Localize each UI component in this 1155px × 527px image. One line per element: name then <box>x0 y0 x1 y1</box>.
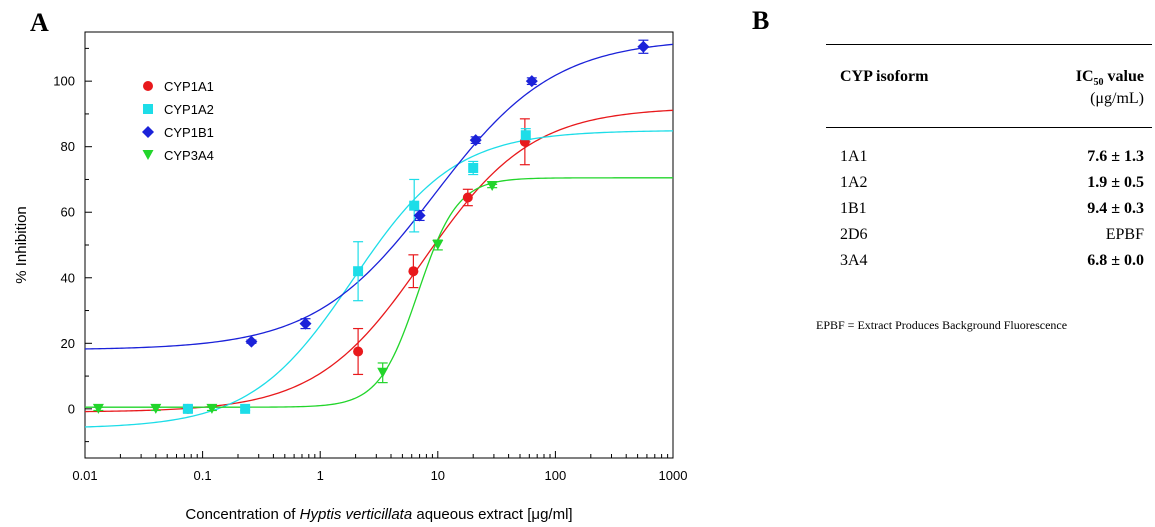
data-point-cyp1b1 <box>245 335 258 348</box>
data-point-cyp1b1 <box>413 209 426 222</box>
data-point-cyp3a4 <box>377 367 389 378</box>
data-point-cyp1b1 <box>637 40 650 53</box>
legend: CYP1A1 CYP1A2 CYP1B1 CYP3A4 <box>142 79 214 163</box>
fit-curve-cyp1b1 <box>84 43 674 350</box>
x-tick-label: 100 <box>545 468 567 483</box>
data-point-cyp1a2 <box>409 200 420 211</box>
x-tick-label: 1000 <box>659 468 688 483</box>
axes: 0.01 0.1 1 10 100 1000 0 20 40 60 80 100 <box>53 47 688 483</box>
col-header-unit: (μg/mL) <box>1090 90 1144 107</box>
data-point-cyp1b1 <box>299 317 312 330</box>
data-point-cyp1a1 <box>462 192 473 203</box>
y-axis-label: % Inhibition <box>13 206 30 284</box>
x-axis-label-species: Hyptis verticillata <box>300 506 413 523</box>
x-tick-label: 0.1 <box>194 468 212 483</box>
data-point-cyp1a1 <box>408 266 419 277</box>
legend-label-cyp1a2: CYP1A2 <box>164 102 214 117</box>
data-point-cyp1a2 <box>182 403 193 414</box>
row-isoform: 1B1 <box>840 200 867 217</box>
data-point-cyp3a4 <box>206 403 218 414</box>
data-point-cyp1a2 <box>468 162 479 173</box>
x-axis-label: Concentration of Hyptis verticillata aqu… <box>185 506 572 523</box>
panel-b-label: B <box>752 6 770 35</box>
row-value: 9.4 ± 0.3 <box>1087 200 1144 217</box>
data-point-cyp1b1 <box>469 134 482 147</box>
data-point-cyp1a2 <box>520 130 531 141</box>
legend-label-cyp3a4: CYP3A4 <box>164 148 214 163</box>
fit-curve-cyp3a4 <box>85 177 673 408</box>
data-point-cyp1a2 <box>240 403 251 414</box>
table-footnote: EPBF = Extract Produces Background Fluor… <box>816 318 1068 332</box>
legend-marker-cyp1a2 <box>143 104 153 114</box>
x-tick-label: 10 <box>431 468 445 483</box>
data-point-cyp3a4 <box>432 240 444 250</box>
data-point-cyp1a1 <box>353 346 364 357</box>
row-value: 7.6 ± 1.3 <box>1087 148 1144 165</box>
plot-frame <box>84 31 674 459</box>
row-value: 1.9 ± 0.5 <box>1087 174 1144 191</box>
table-top-rule <box>826 44 1152 45</box>
x-tick-label: 1 <box>317 468 324 483</box>
data-point-cyp3a4 <box>92 403 104 414</box>
legend-label-cyp1a1: CYP1A1 <box>164 79 214 94</box>
legend-marker-cyp1a1 <box>143 81 153 91</box>
fit-curve-cyp1a2 <box>84 130 674 428</box>
y-tick-label: 20 <box>61 336 75 351</box>
col-header-ic50: IC50 value <box>1075 68 1144 89</box>
data-point-cyp1a2 <box>353 266 364 277</box>
panel-a-label: A <box>30 8 49 37</box>
row-isoform: 2D6 <box>840 226 868 243</box>
legend-marker-cyp3a4 <box>142 150 154 160</box>
table-header-rule <box>826 127 1152 128</box>
legend-marker-cyp1b1 <box>142 126 154 138</box>
y-tick-label: 80 <box>61 139 75 154</box>
data-point-cyp3a4 <box>150 403 162 414</box>
data-point-cyp1b1 <box>525 75 538 88</box>
y-tick-label: 40 <box>61 270 75 285</box>
error-bars <box>93 39 649 413</box>
row-isoform: 1A2 <box>840 174 868 191</box>
x-tick-label: 0.01 <box>72 468 97 483</box>
x-axis-label-part3: aqueous extract [μg/ml] <box>412 506 572 523</box>
row-value: 6.8 ± 0.0 <box>1087 252 1144 269</box>
row-value: EPBF <box>1105 226 1144 243</box>
x-axis-label-part1: Concentration of <box>185 506 299 523</box>
data-markers <box>92 40 650 414</box>
legend-label-cyp1b1: CYP1B1 <box>164 125 214 140</box>
row-isoform: 1A1 <box>840 148 868 165</box>
data-point-cyp3a4 <box>486 181 498 192</box>
y-tick-label: 60 <box>61 205 75 220</box>
col-header-isoform: CYP isoform <box>840 68 929 85</box>
y-tick-label: 100 <box>53 74 75 89</box>
y-tick-label: 0 <box>68 401 75 416</box>
row-isoform: 3A4 <box>840 252 868 269</box>
